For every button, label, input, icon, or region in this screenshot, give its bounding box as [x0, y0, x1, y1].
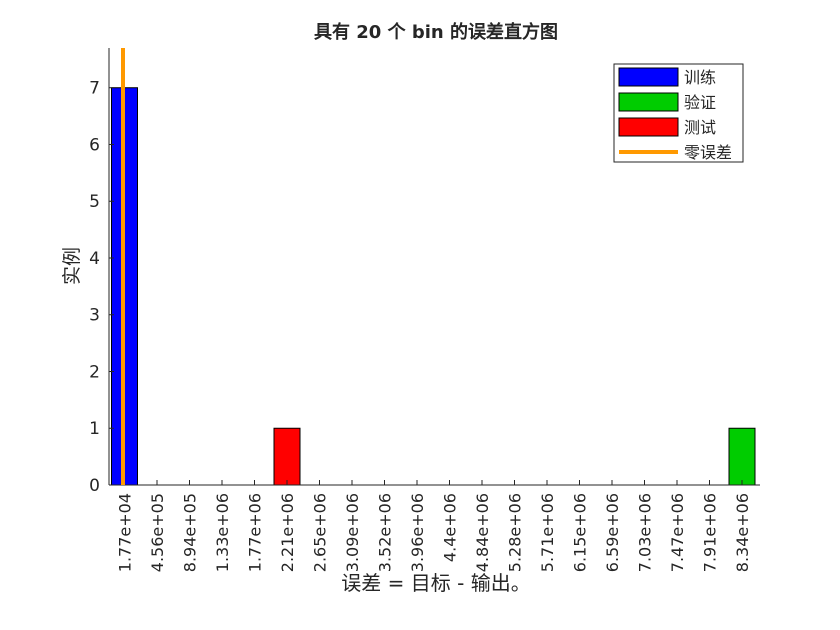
- x-axis-label: 误差 = 目标 - 输出。: [341, 571, 530, 595]
- x-tick-label: 8.34e+06: [733, 493, 752, 572]
- legend-label: 测试: [684, 118, 716, 137]
- x-tick-label: 3.96e+06: [408, 493, 427, 572]
- x-tick-label: 7.47e+06: [668, 493, 687, 572]
- x-tick-label: 1.77e+04: [116, 493, 135, 572]
- x-tick-label: 2.65e+06: [311, 493, 330, 572]
- histogram-bar: [273, 427, 301, 486]
- x-tick-label: 6.59e+06: [603, 493, 622, 572]
- y-tick-label: 3: [89, 306, 100, 326]
- legend-swatch: [618, 117, 679, 137]
- x-tick-label: 4.84e+06: [473, 493, 492, 572]
- x-tick-label: 3.52e+06: [376, 493, 395, 572]
- y-axis-label: 实例: [61, 247, 83, 285]
- y-tick-label: 5: [89, 192, 100, 212]
- x-tick-label: 3.09e+06: [343, 493, 362, 572]
- x-tick-label: 6.15e+06: [571, 493, 590, 572]
- x-tick-label: 7.91e+06: [701, 493, 720, 572]
- x-tick-label: 2.21e+06: [278, 493, 297, 572]
- histogram-bar: [728, 427, 756, 486]
- x-tick-label: 5.71e+06: [538, 493, 557, 572]
- y-tick-label: 4: [89, 249, 100, 269]
- x-tick-label: 8.94e+05: [181, 493, 200, 572]
- x-tick-label: 4.4e+06: [441, 493, 460, 562]
- y-tick-label: 2: [89, 362, 100, 382]
- legend-label: 验证: [684, 93, 716, 112]
- legend-swatch: [618, 67, 679, 87]
- x-tick-label: 7.03e+06: [636, 493, 655, 572]
- x-tick-label: 5.28e+06: [506, 493, 525, 572]
- legend-swatch: [618, 92, 679, 112]
- x-tick-label: 1.77e+06: [246, 493, 265, 572]
- chart-title: 具有 20 个 bin 的误差直方图: [314, 21, 558, 43]
- y-tick-label: 7: [89, 79, 100, 99]
- legend-label: 零误差: [684, 143, 732, 162]
- x-tick-label: 1.33e+06: [213, 493, 232, 572]
- y-tick-label: 6: [89, 135, 100, 155]
- plot-area: 1.77e+04 4.56e+05 8.94e+05 1.33e+06 1.77e+06…: [89, 48, 760, 572]
- x-ticks-layer: 1.77e+04 4.56e+05 8.94e+05 1.33e+06 1.77e+06…: [116, 480, 752, 572]
- y-tick-label: 0: [89, 476, 100, 496]
- x-tick-label: 4.56e+05: [148, 493, 167, 572]
- legend-label: 训练: [684, 68, 716, 87]
- y-tick-label: 1: [89, 419, 100, 439]
